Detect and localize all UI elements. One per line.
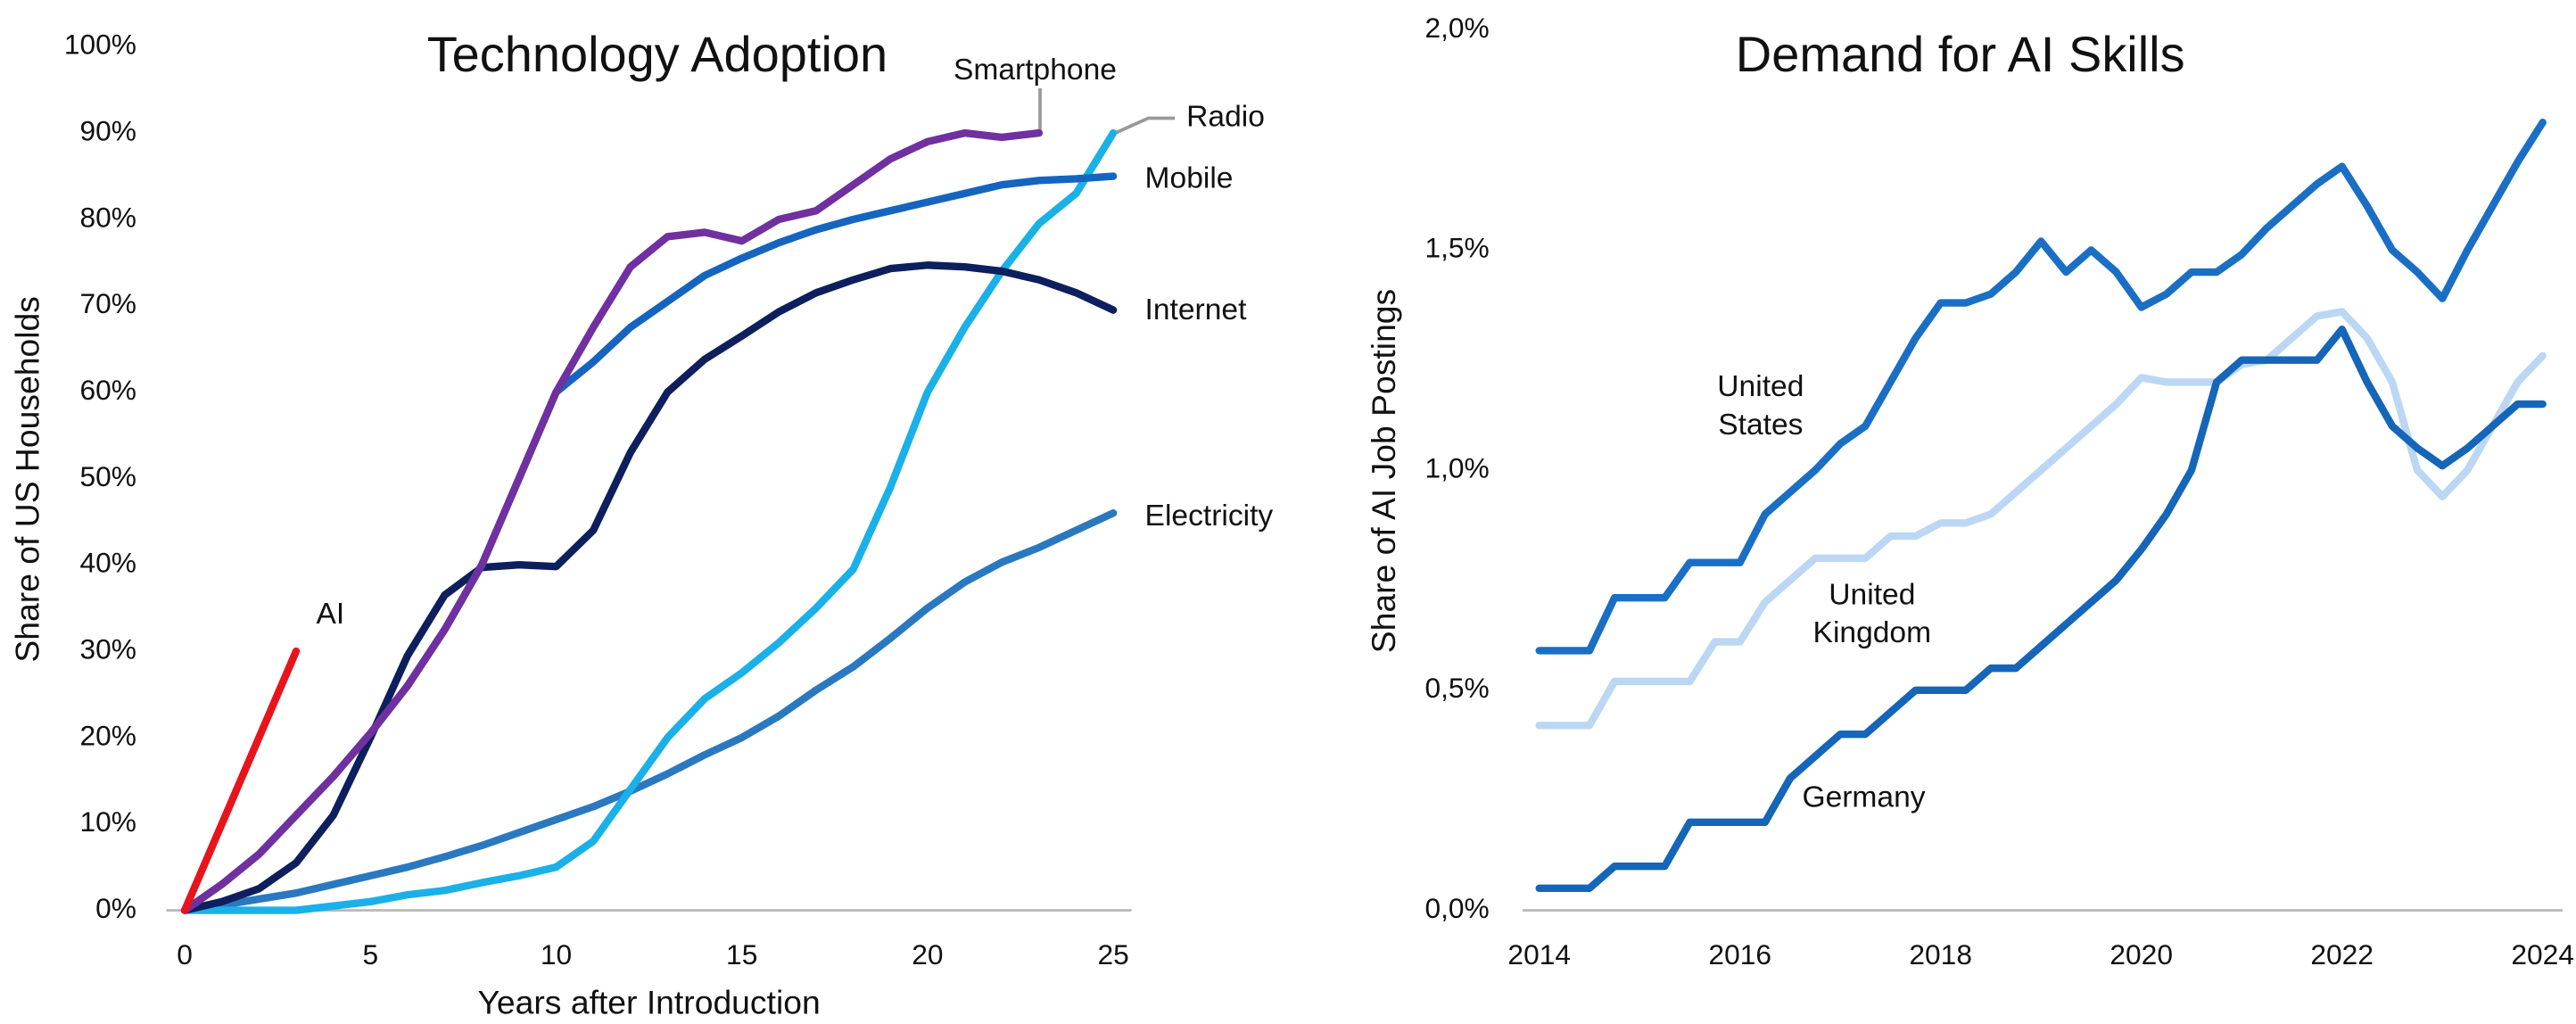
y-tick-label: 90% [80,114,136,146]
y-tick-label: 80% [80,201,136,233]
x-axis-label: Years after Introduction [477,984,820,1021]
series-line [180,508,1118,914]
x-tick-label: 2020 [2110,938,2173,970]
x-tick-label: 2022 [2310,938,2374,970]
y-tick-label: 1,0% [1424,451,1489,483]
y-axis-label: Share of US Households [8,296,45,663]
y-tick-label: 40% [80,547,136,579]
x-tick-label: 25 [1097,938,1128,970]
chart-title: Demand for AI Skills [1736,26,2185,82]
series-label: United States [1717,369,1804,442]
y-tick-label: 2,0% [1424,12,1489,44]
series-label: Smartphone [954,54,1117,87]
y-tick-label: 1,5% [1424,232,1489,264]
series-line [180,128,1044,914]
x-tick-label: 20 [912,938,943,970]
series-line [1535,119,2547,655]
series-line [180,647,301,914]
series-label: Mobile [1145,161,1234,194]
connector [1114,116,1176,135]
chart-title: Technology Adoption [427,26,888,82]
y-tick-label: 60% [80,374,136,406]
y-tick-label: 70% [80,287,136,319]
series-line [180,128,1118,914]
x-tick-label: 2014 [1507,938,1571,970]
x-tick-label: 15 [726,938,757,970]
series-label: Internet [1145,293,1248,326]
y-tick-label: 0% [95,892,136,924]
y-tick-label: 0,5% [1424,672,1489,704]
series-label: Germany [1802,780,1925,813]
y-tick-label: 30% [80,632,136,665]
series-line [180,261,1118,914]
x-tick-label: 10 [541,938,572,970]
y-tick-label: 50% [80,460,136,492]
series-label: Electricity [1145,500,1274,533]
series-line [180,172,1118,914]
series-line [1535,308,2547,730]
y-tick-label: 100% [64,29,136,61]
x-tick-label: 0 [177,938,193,970]
y-axis-label: Share of AI Job Postings [1365,289,1402,653]
series-label: AI [316,598,344,631]
y-tick-label: 10% [80,805,136,838]
x-tick-label: 5 [362,938,378,970]
y-tick-label: 0,0% [1424,892,1489,924]
series-label-box: United Kingdom [1812,577,1932,649]
x-tick-label: 2018 [1909,938,1972,970]
x-tick-label: 2016 [1708,938,1771,970]
series-label: United Kingdom [1812,577,1932,649]
y-tick-label: 20% [80,719,136,751]
series-label: Radio [1186,100,1265,133]
series-line [1535,325,2547,893]
x-tick-label: 2024 [2511,938,2574,970]
series-label-box: United States [1717,369,1804,442]
